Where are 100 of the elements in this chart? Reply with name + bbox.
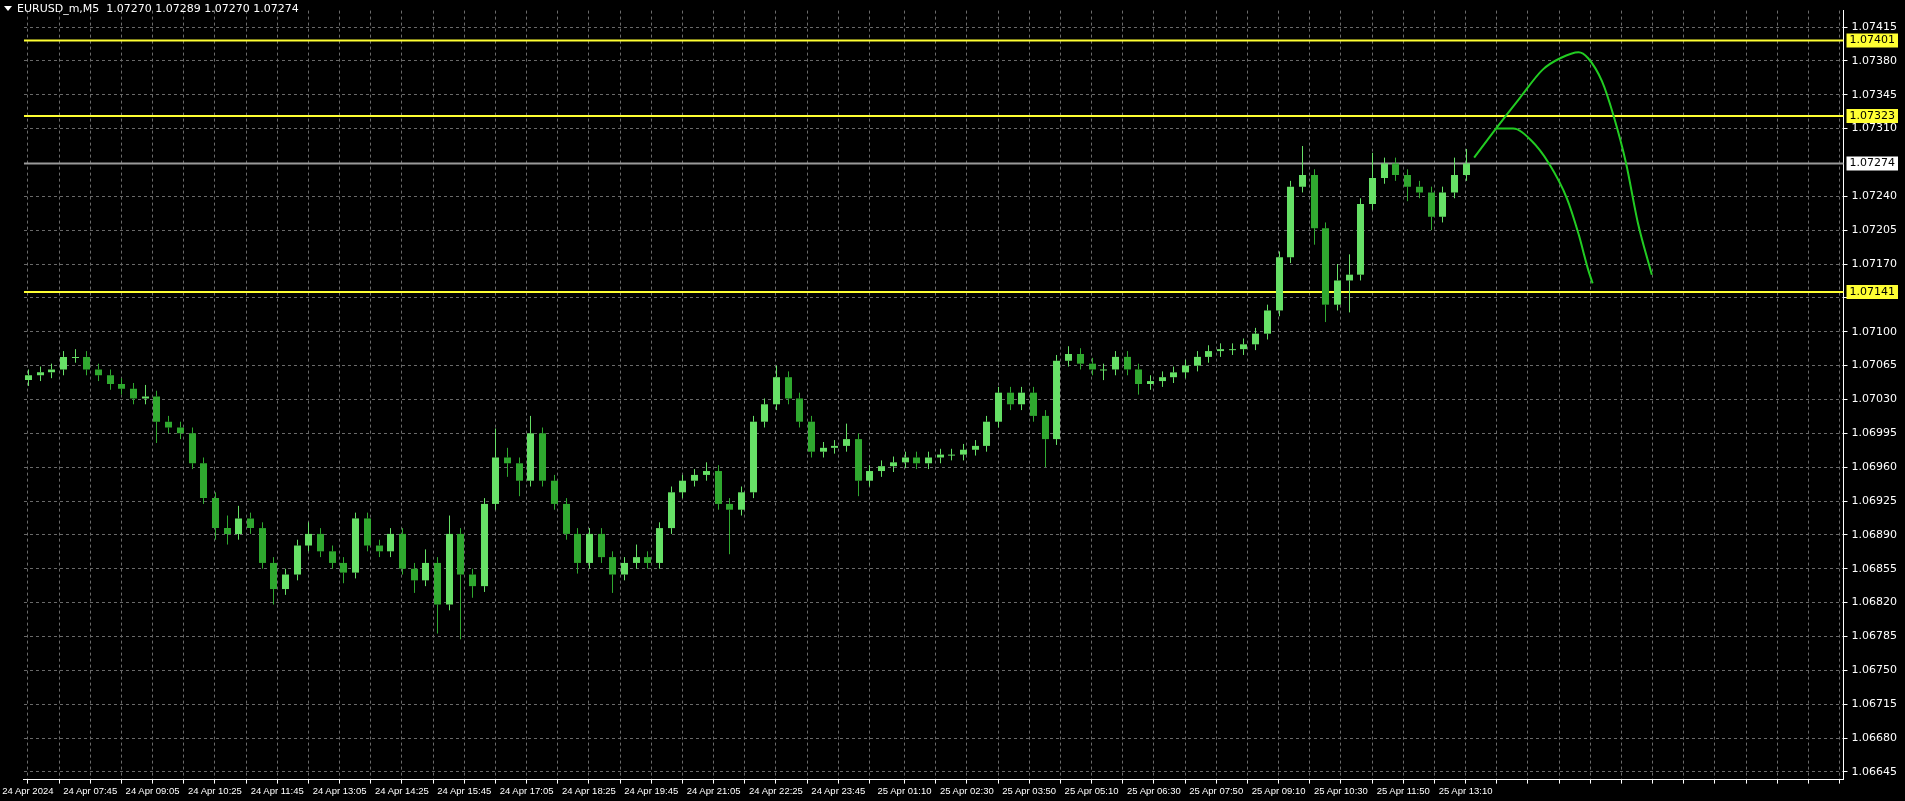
candlestick (1427, 186, 1436, 231)
candlestick (328, 545, 337, 570)
x-tick-label: 25 Apr 10:30 (1313, 784, 1368, 796)
candlestick (223, 515, 232, 546)
candlestick (971, 439, 980, 457)
candlestick (152, 390, 161, 444)
y-tick-label: 1.07310 (1851, 121, 1898, 135)
candlestick (94, 363, 103, 382)
ref-line-label: 1.07401 (1849, 33, 1896, 47)
x-tick-label: 24 Apr 13:05 (312, 784, 367, 796)
x-tick-label: 24 Apr 18:25 (561, 784, 616, 796)
candlestick (1076, 347, 1085, 370)
candlestick (515, 456, 524, 497)
candlestick (760, 397, 769, 428)
candlestick (1239, 338, 1248, 356)
candlestick (1158, 370, 1167, 388)
candlestick (24, 368, 33, 387)
candlestick (1099, 363, 1108, 381)
x-tick-label: 25 Apr 05:10 (1064, 784, 1119, 796)
x-tick-label: 24 Apr 23:45 (811, 784, 866, 796)
candlestick (480, 497, 489, 593)
candlestick (819, 441, 828, 458)
y-tick-label: 1.06890 (1851, 527, 1898, 541)
candlestick (71, 348, 80, 364)
candlestick (725, 497, 734, 555)
ref-line-label: 1.07323 (1849, 108, 1896, 122)
candlestick (304, 521, 313, 552)
candlestick (503, 447, 512, 478)
candlestick (1450, 157, 1459, 199)
candlestick (807, 415, 816, 458)
y-tick-label: 1.07100 (1851, 324, 1898, 338)
y-tick-label: 1.07380 (1851, 53, 1898, 67)
candlestick (433, 556, 442, 635)
x-tick-label: 24 Apr 14:25 (374, 784, 429, 796)
candlestick (608, 550, 617, 594)
ref-line-label: 1.07274 (1849, 156, 1896, 170)
candlestick (1333, 263, 1342, 311)
candlestick (445, 515, 454, 611)
x-tick-label: 24 Apr 10:25 (187, 784, 242, 796)
candlestick (1275, 250, 1284, 317)
y-tick-label: 1.07205 (1851, 223, 1898, 237)
y-tick-label: 1.07065 (1851, 358, 1898, 372)
candlestick (421, 548, 430, 587)
x-tick-label: 25 Apr 07:50 (1189, 784, 1244, 796)
candlestick (714, 464, 723, 511)
candlestick (1368, 152, 1377, 211)
candlestick (1216, 342, 1225, 358)
candlestick (1064, 345, 1073, 368)
candlestick (386, 527, 395, 558)
candlestick (620, 556, 629, 581)
y-tick-label: 1.06925 (1851, 493, 1898, 507)
candlestick (281, 568, 290, 596)
x-tick-label: 24 Apr 17:05 (499, 784, 554, 796)
candlestick (106, 368, 115, 391)
candlestick (772, 365, 781, 411)
x-tick-label: 24 Apr 22:25 (749, 784, 803, 796)
candlestick (784, 370, 793, 405)
y-tick-label: 1.06645 (1851, 764, 1898, 778)
candlestick (1052, 354, 1061, 446)
candlestick (877, 459, 886, 478)
candlestick (842, 423, 851, 453)
x-tick-label: 24 Apr 2024 (2, 784, 54, 796)
candlestick (538, 427, 547, 488)
candlestick (749, 415, 758, 499)
candlestick (632, 544, 641, 570)
candlestick (339, 556, 348, 584)
candlestick (1391, 157, 1400, 182)
y-tick-label: 1.07030 (1851, 392, 1898, 406)
candlestick (550, 474, 559, 511)
candlestick (865, 464, 874, 488)
y-tick-label: 1.06715 (1851, 697, 1898, 711)
candlestick (246, 512, 255, 535)
x-tick-label: 25 Apr 13:10 (1438, 784, 1493, 796)
candlestick (1169, 366, 1178, 384)
y-tick-label: 1.06680 (1851, 730, 1898, 744)
x-tick-label: 25 Apr 11:50 (1376, 784, 1430, 796)
candlestick (982, 415, 991, 453)
candlestick (1462, 148, 1471, 182)
x-tick-label: 24 Apr 09:05 (125, 784, 180, 796)
candlestick (1204, 344, 1213, 364)
candlestick (1111, 350, 1120, 376)
candlestick (854, 432, 863, 497)
candlestick (702, 461, 711, 482)
candlestick (1006, 386, 1015, 411)
candlestick (188, 427, 197, 470)
candlestick (258, 521, 267, 570)
x-tick-label: 25 Apr 03:50 (1002, 784, 1057, 796)
candlestick (924, 451, 933, 470)
x-tick-label: 25 Apr 09:10 (1251, 784, 1306, 796)
chart-title: EURUSD_m,M5 1.07270 1.07289 1.07270 1.07274 (17, 2, 299, 15)
candlestick (129, 382, 138, 405)
x-tick-label: 25 Apr 01:10 (877, 784, 932, 796)
x-tick-label: 24 Apr 11:45 (250, 784, 304, 796)
candlestick (1298, 145, 1307, 193)
candlestick (597, 527, 606, 564)
candlestick (117, 377, 126, 396)
candlestick (410, 562, 419, 594)
candlestick (1041, 409, 1050, 468)
candlestick (737, 486, 746, 517)
candlestick (47, 363, 56, 379)
